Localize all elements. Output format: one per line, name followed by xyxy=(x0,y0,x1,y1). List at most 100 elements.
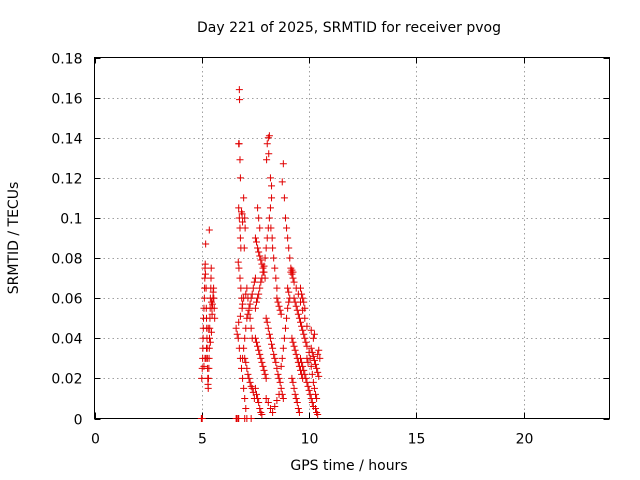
y-axis: 0 0.02 0.04 0.06 0.08 0.1 0.12 0.14 0.16 0.18 xyxy=(51,52,610,429)
data-point xyxy=(256,224,264,232)
data-point xyxy=(211,314,219,322)
data-point xyxy=(294,290,302,298)
x-tick-label: 5 xyxy=(198,432,207,448)
data-point xyxy=(236,312,244,320)
data-point xyxy=(201,270,209,278)
data-point xyxy=(201,274,209,282)
data-point xyxy=(258,358,266,366)
data-point xyxy=(299,362,307,370)
data-point xyxy=(270,350,278,358)
data-point xyxy=(233,330,241,338)
data-point xyxy=(245,306,253,314)
data-point xyxy=(290,294,298,302)
data-point xyxy=(277,310,285,318)
data-point xyxy=(239,354,247,362)
data-point xyxy=(265,330,273,338)
data-point xyxy=(278,354,286,362)
y-tick-label: 0.06 xyxy=(51,292,82,308)
data-point xyxy=(300,366,308,374)
data-point xyxy=(253,338,261,346)
data-point xyxy=(235,86,243,94)
data-point xyxy=(246,378,254,386)
data-point xyxy=(280,334,288,342)
data-point xyxy=(273,294,281,302)
data-point xyxy=(201,260,209,268)
data-point xyxy=(307,344,315,352)
data-point xyxy=(254,342,262,350)
data-point xyxy=(271,354,279,362)
data-point xyxy=(299,294,307,302)
x-axis: 0 5 10 15 20 xyxy=(91,57,533,448)
data-point xyxy=(308,398,316,406)
data-point xyxy=(202,240,210,248)
data-point xyxy=(289,338,297,346)
data-point xyxy=(254,294,262,302)
plot-frame xyxy=(94,57,610,419)
data-point xyxy=(262,394,270,402)
data-point xyxy=(243,314,251,322)
data-point xyxy=(303,342,311,350)
data-point xyxy=(288,334,296,342)
x-tick-label: 0 xyxy=(91,432,100,448)
data-point xyxy=(310,384,318,392)
data-point xyxy=(243,284,251,292)
data-point xyxy=(278,178,286,186)
data-point xyxy=(274,298,282,306)
data-point xyxy=(302,374,310,382)
data-point xyxy=(307,362,315,370)
y-tick-label: 0.12 xyxy=(51,172,82,188)
chart-title: Day 221 of 2025, SRMTID for receiver pvo… xyxy=(197,20,501,36)
data-point xyxy=(285,298,293,306)
data-point xyxy=(251,304,259,312)
data-point xyxy=(289,378,297,386)
data-point xyxy=(255,346,263,354)
data-point xyxy=(301,314,309,322)
data-point xyxy=(262,244,270,252)
data-point xyxy=(254,394,262,402)
data-point xyxy=(292,284,300,292)
data-point xyxy=(308,348,316,356)
data-point xyxy=(312,390,320,398)
data-point xyxy=(251,384,259,392)
data-point xyxy=(270,254,278,262)
data-point xyxy=(249,284,257,292)
data-point xyxy=(303,322,311,330)
data-point xyxy=(269,344,277,352)
data-point xyxy=(243,364,251,372)
data-point xyxy=(307,326,315,334)
data-point xyxy=(298,358,306,366)
data-point xyxy=(290,342,298,350)
data-point xyxy=(206,338,214,346)
data-point xyxy=(299,306,307,314)
data-point xyxy=(314,350,322,358)
data-point xyxy=(240,244,248,252)
data-point xyxy=(234,334,242,342)
data-point xyxy=(261,370,269,378)
data-point xyxy=(236,96,244,104)
data-point xyxy=(253,238,261,246)
data-point xyxy=(295,408,303,416)
data-point xyxy=(239,218,247,226)
data-point xyxy=(210,304,218,312)
y-tick-label: 0.08 xyxy=(51,252,82,268)
data-point xyxy=(242,290,250,298)
data-point xyxy=(265,214,273,222)
data-point xyxy=(246,300,254,308)
data-point xyxy=(312,360,320,368)
data-point xyxy=(203,344,211,352)
data-point xyxy=(273,364,281,372)
data-point xyxy=(251,334,259,342)
data-point xyxy=(290,278,298,286)
data-point xyxy=(301,334,309,342)
data-point xyxy=(272,274,280,282)
data-point xyxy=(237,284,245,292)
data-point xyxy=(258,410,266,418)
data-point xyxy=(255,248,263,256)
data-point xyxy=(273,284,281,292)
data-point xyxy=(241,214,249,222)
data-point xyxy=(283,224,291,232)
data-point xyxy=(256,284,264,292)
data-point xyxy=(256,252,264,260)
data-point xyxy=(251,274,259,282)
